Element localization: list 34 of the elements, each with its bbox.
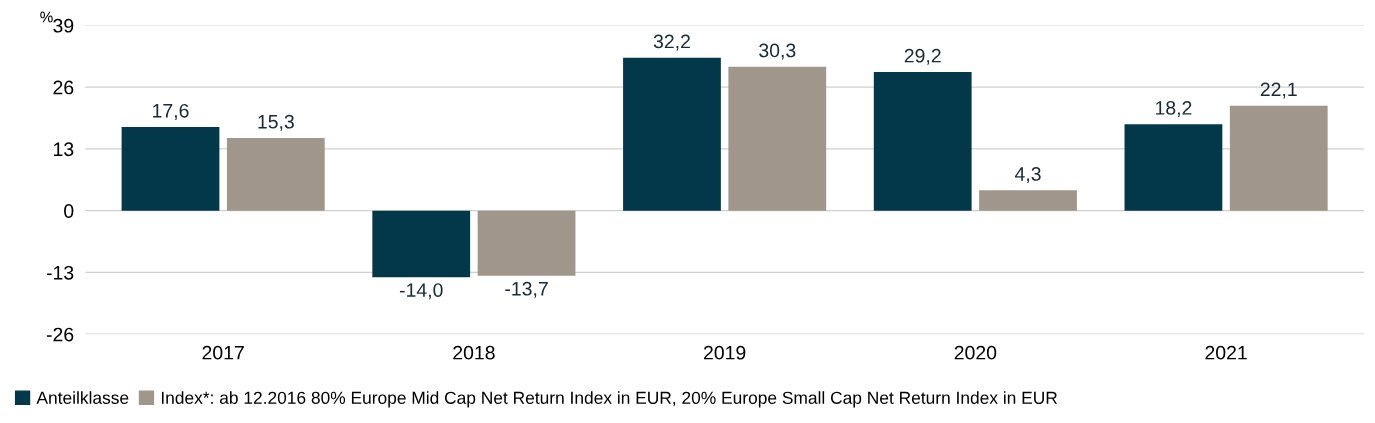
bar: [121, 127, 220, 211]
bar: [372, 210, 471, 278]
legend-label: Anteilklasse: [36, 391, 129, 404]
bar: [728, 66, 827, 211]
data-label: 4,3: [1014, 167, 1041, 184]
data-label: 18,2: [1156, 101, 1192, 118]
bar: [623, 57, 721, 211]
bar: [1229, 105, 1328, 211]
bar: [477, 210, 576, 276]
data-label: 30,3: [759, 43, 796, 60]
y-tick-label: 0: [64, 204, 74, 218]
y-tick-label: 13: [54, 142, 74, 157]
x-tick-label: 2020: [954, 345, 997, 360]
y-tick-label: -26: [46, 327, 74, 342]
y-tick-label: 39: [53, 18, 74, 33]
x-tick-label: 2018: [453, 345, 495, 360]
data-label: 29,2: [904, 48, 941, 65]
data-label: -14,0: [399, 283, 443, 300]
bar: [979, 190, 1077, 211]
bar: [1124, 124, 1223, 211]
data-label: -13,7: [505, 281, 548, 298]
data-label: 17,6: [153, 103, 189, 120]
bar: [226, 137, 325, 211]
bar: [873, 71, 972, 211]
data-label: 15,3: [258, 114, 294, 131]
y-tick-label: 26: [53, 80, 74, 95]
y-tick-label: -13: [46, 265, 74, 280]
data-label: 22,1: [1260, 82, 1297, 99]
x-tick-label: 2021: [1205, 345, 1247, 360]
x-tick-label: 2019: [703, 345, 746, 360]
legend-label: Index*: ab 12.2016 80% Europe Mid Cap Net Return Index in EUR, 20% Europe Small Cap Net Return Index in EUR: [161, 391, 1058, 408]
data-label: 32,2: [653, 34, 690, 51]
y-axis-title: %: [40, 11, 53, 23]
x-tick-label: 2017: [202, 345, 244, 360]
